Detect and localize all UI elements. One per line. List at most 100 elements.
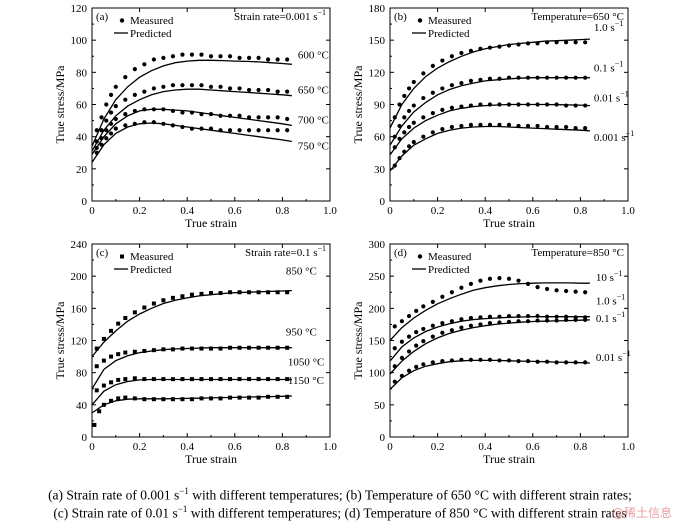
measured-point: [161, 377, 166, 382]
measured-point: [218, 291, 223, 296]
measured-point: [275, 115, 280, 120]
measured-point: [142, 305, 147, 310]
series-1: 1.0 s−1: [389, 19, 623, 129]
measured-point: [104, 136, 109, 141]
x-tick-label: 1.0: [621, 205, 635, 217]
measured-point: [285, 377, 290, 382]
legend-marker-circle: [119, 18, 125, 23]
legend-marker-circle: [417, 18, 423, 23]
measured-point: [554, 102, 559, 107]
measured-point: [497, 44, 502, 49]
y-tick-label: 40: [76, 400, 88, 412]
series-label: 0.1 s−1: [596, 310, 625, 325]
measured-point: [414, 364, 419, 369]
series-label: 1050 °C: [288, 357, 325, 369]
measured-point: [583, 103, 588, 108]
x-tick-label: 0.6: [228, 441, 242, 453]
measured-point: [544, 314, 550, 319]
measured-point: [525, 102, 531, 107]
measured-point: [411, 139, 416, 145]
measured-point: [266, 87, 271, 93]
measured-point: [208, 112, 214, 117]
measured-point: [516, 358, 521, 364]
measured-point: [285, 89, 290, 94]
measured-point: [544, 40, 550, 45]
measured-point: [209, 396, 213, 401]
measured-point: [573, 360, 578, 365]
measured-point: [440, 107, 445, 112]
measured-point: [104, 128, 109, 133]
measured-point: [94, 388, 99, 393]
measured-point: [208, 54, 214, 59]
measured-point: [208, 84, 214, 89]
y-tick-label: 200: [71, 271, 88, 283]
measured-point: [237, 290, 242, 295]
measured-point: [256, 115, 261, 120]
measured-point: [449, 290, 454, 295]
series-3: 0.01 s−1: [389, 90, 629, 156]
measured-point: [487, 314, 493, 319]
x-tick-label: 0.6: [526, 205, 540, 217]
series-1: 600 °C: [91, 49, 329, 147]
measured-point: [237, 377, 242, 382]
x-tick-label: 0.2: [431, 205, 445, 217]
x-tick-label: 0.4: [180, 441, 194, 453]
measured-point: [440, 321, 445, 326]
measured-point: [151, 348, 156, 353]
measured-point: [487, 122, 493, 127]
measured-point: [497, 320, 502, 325]
measured-point: [573, 289, 578, 294]
measured-point: [544, 359, 550, 364]
measured-point: [583, 317, 588, 323]
measured-point: [487, 76, 493, 81]
x-tick-label: 0: [387, 205, 393, 217]
measured-point: [406, 144, 412, 149]
measured-point: [199, 396, 204, 401]
measured-point: [516, 313, 521, 319]
measured-point: [478, 122, 483, 127]
measured-point: [151, 397, 156, 402]
measured-point: [142, 348, 147, 353]
x-tick-label: 0.8: [574, 205, 588, 217]
measured-point: [421, 326, 426, 332]
measured-point: [399, 319, 404, 324]
measured-point: [99, 115, 104, 120]
measured-point: [237, 395, 242, 400]
measured-point: [506, 319, 512, 324]
measured-point: [199, 377, 204, 382]
measured-point: [406, 124, 412, 130]
measured-point: [449, 358, 454, 363]
measured-point: [189, 110, 195, 115]
x-tick-label: 0.8: [574, 441, 588, 453]
measured-point: [554, 288, 559, 293]
measured-point: [161, 107, 166, 112]
y-tick-label: 100: [71, 35, 88, 47]
measured-point: [406, 349, 412, 354]
measured-point: [161, 347, 166, 352]
measured-point: [449, 83, 454, 88]
measured-point: [113, 104, 118, 109]
measured-point: [151, 57, 156, 62]
measured-point: [209, 291, 213, 296]
measured-point: [525, 358, 531, 364]
measured-point: [170, 295, 175, 300]
measured-point: [109, 398, 114, 403]
measured-point: [535, 75, 540, 80]
measured-point: [161, 55, 166, 60]
measured-point: [554, 318, 559, 323]
panel-label: (b): [394, 11, 407, 23]
series-1: 850 °C: [91, 266, 317, 358]
x-axis-label: True strain: [185, 452, 237, 466]
measured-point: [421, 95, 426, 101]
measured-point: [101, 336, 106, 341]
y-tick-label: 120: [71, 3, 88, 15]
measured-point: [101, 358, 106, 363]
measured-point: [275, 290, 280, 295]
measured-point: [151, 120, 156, 125]
measured-point: [406, 368, 412, 373]
measured-point: [228, 345, 233, 350]
measured-point: [583, 125, 588, 131]
measured-point: [285, 290, 290, 295]
measured-point: [430, 299, 435, 304]
series-label: 850 °C: [286, 266, 317, 278]
